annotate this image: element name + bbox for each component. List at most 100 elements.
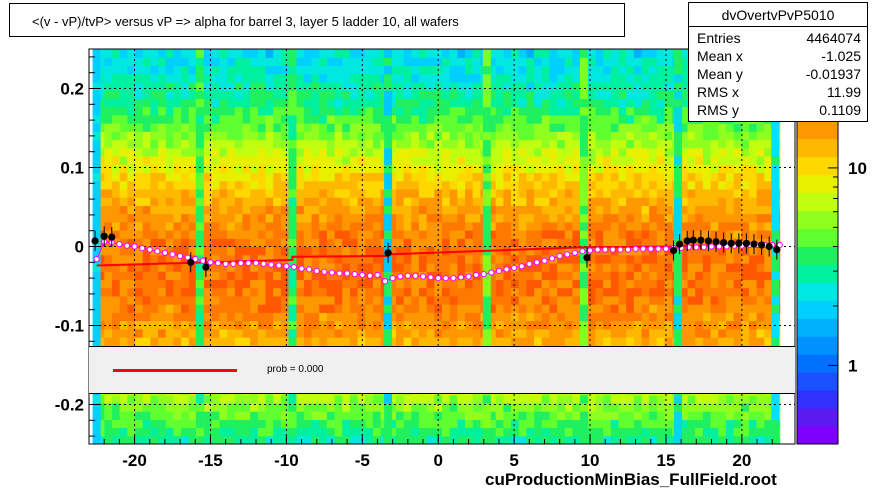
- heatmap-cell: [710, 394, 719, 404]
- heatmap-cell: [112, 328, 121, 338]
- heatmap-cell: [695, 427, 704, 437]
- heatmap-cell: [465, 49, 474, 58]
- mean-point: [207, 259, 214, 266]
- heatmap-cell: [319, 131, 328, 141]
- heatmap-cell: [595, 49, 604, 58]
- heatmap-cell: [104, 188, 113, 198]
- heatmap-band-cell: [579, 312, 588, 322]
- heatmap-cell: [319, 295, 328, 305]
- heatmap-cell: [96, 435, 105, 444]
- heatmap-cell: [741, 411, 750, 420]
- heatmap-cell: [280, 279, 290, 289]
- heatmap-cell: [181, 221, 190, 231]
- heatmap-cell: [656, 73, 666, 83]
- heatmap-cell: [219, 81, 228, 91]
- heatmap-cell: [549, 271, 558, 281]
- heatmap-cell: [96, 337, 105, 346]
- heatmap-cell: [365, 419, 374, 429]
- heatmap-cell: [541, 164, 551, 174]
- heatmap-cell: [610, 411, 620, 420]
- heatmap-cell: [526, 419, 535, 429]
- palette-tick-label: 1: [848, 356, 857, 375]
- heatmap-cell: [465, 287, 474, 297]
- heatmap-cell: [357, 98, 366, 108]
- heatmap-cell: [349, 147, 359, 157]
- heatmap-cell: [488, 394, 497, 404]
- heatmap-cell: [158, 435, 167, 444]
- heatmap-cell: [664, 213, 673, 223]
- heatmap-cell: [603, 188, 612, 198]
- heatmap-cell: [395, 394, 405, 404]
- heatmap-cell: [257, 337, 267, 346]
- heatmap-cell: [96, 106, 105, 116]
- heatmap-cell: [687, 295, 696, 305]
- heatmap-cell: [204, 254, 213, 264]
- heatmap-cell: [150, 435, 159, 444]
- heatmap-cell: [311, 73, 320, 83]
- heatmap-cell: [403, 221, 412, 231]
- heatmap-band-cell: [482, 427, 491, 437]
- heatmap-cell: [457, 98, 466, 108]
- heatmap-cell: [303, 139, 313, 149]
- heatmap-cell: [342, 435, 351, 444]
- heatmap-cell: [418, 295, 428, 305]
- heatmap-band-cell: [384, 304, 393, 313]
- heatmap-band-cell: [92, 402, 101, 412]
- heatmap-cell: [411, 180, 420, 190]
- heatmap-cell: [142, 262, 151, 272]
- heatmap-cell: [112, 230, 121, 239]
- heatmap-cell: [365, 304, 374, 313]
- heatmap-cell: [165, 271, 175, 281]
- heatmap-cell: [127, 230, 136, 239]
- heatmap-cell: [265, 238, 274, 248]
- heatmap-cell: [165, 81, 175, 91]
- heatmap-cell: [702, 304, 712, 313]
- heatmap-cell: [319, 419, 328, 429]
- heatmap-cell: [158, 131, 167, 141]
- heatmap-cell: [104, 213, 113, 223]
- heatmap-cell: [748, 435, 758, 444]
- heatmap-cell: [181, 155, 190, 165]
- heatmap-cell: [227, 98, 236, 108]
- heatmap-cell: [158, 246, 167, 256]
- heatmap-cell: [572, 65, 581, 75]
- heatmap-cell: [211, 123, 221, 132]
- heatmap-band-cell: [482, 65, 491, 75]
- heatmap-cell: [595, 419, 604, 429]
- heatmap-cell: [564, 147, 574, 157]
- heatmap-cell: [104, 205, 113, 215]
- heatmap-cell: [434, 164, 443, 174]
- heatmap-cell: [572, 73, 581, 83]
- heatmap-cell: [718, 394, 727, 404]
- heatmap-cell: [702, 312, 712, 322]
- heatmap-cell: [495, 123, 504, 132]
- heatmap-cell: [472, 279, 481, 289]
- heatmap-cell: [664, 411, 673, 420]
- heatmap-cell: [442, 230, 451, 239]
- heatmap-cell: [541, 435, 551, 444]
- heatmap-cell: [342, 402, 351, 412]
- heatmap-cell: [572, 411, 581, 420]
- heatmap-cell: [326, 131, 336, 141]
- heatmap-cell: [142, 394, 151, 404]
- heatmap-cell: [434, 262, 443, 272]
- heatmap-cell: [718, 230, 727, 239]
- heatmap-cell: [211, 246, 221, 256]
- heatmap-cell: [511, 427, 520, 437]
- heatmap-cell: [534, 49, 543, 58]
- heatmap-cell: [549, 57, 558, 67]
- heatmap-cell: [488, 238, 497, 248]
- heatmap-cell: [549, 394, 558, 404]
- heatmap-cell: [365, 279, 374, 289]
- heatmap-cell: [488, 73, 497, 83]
- heatmap-cell: [710, 320, 719, 330]
- heatmap-cell: [472, 65, 481, 75]
- heatmap-cell: [495, 279, 504, 289]
- heatmap-cell: [242, 271, 251, 281]
- heatmap-cell: [733, 312, 742, 322]
- heatmap-cell: [564, 139, 574, 149]
- heatmap-cell: [181, 246, 190, 256]
- heatmap-cell: [649, 246, 658, 256]
- heatmap-cell: [541, 394, 551, 404]
- heatmap-cell: [518, 213, 528, 223]
